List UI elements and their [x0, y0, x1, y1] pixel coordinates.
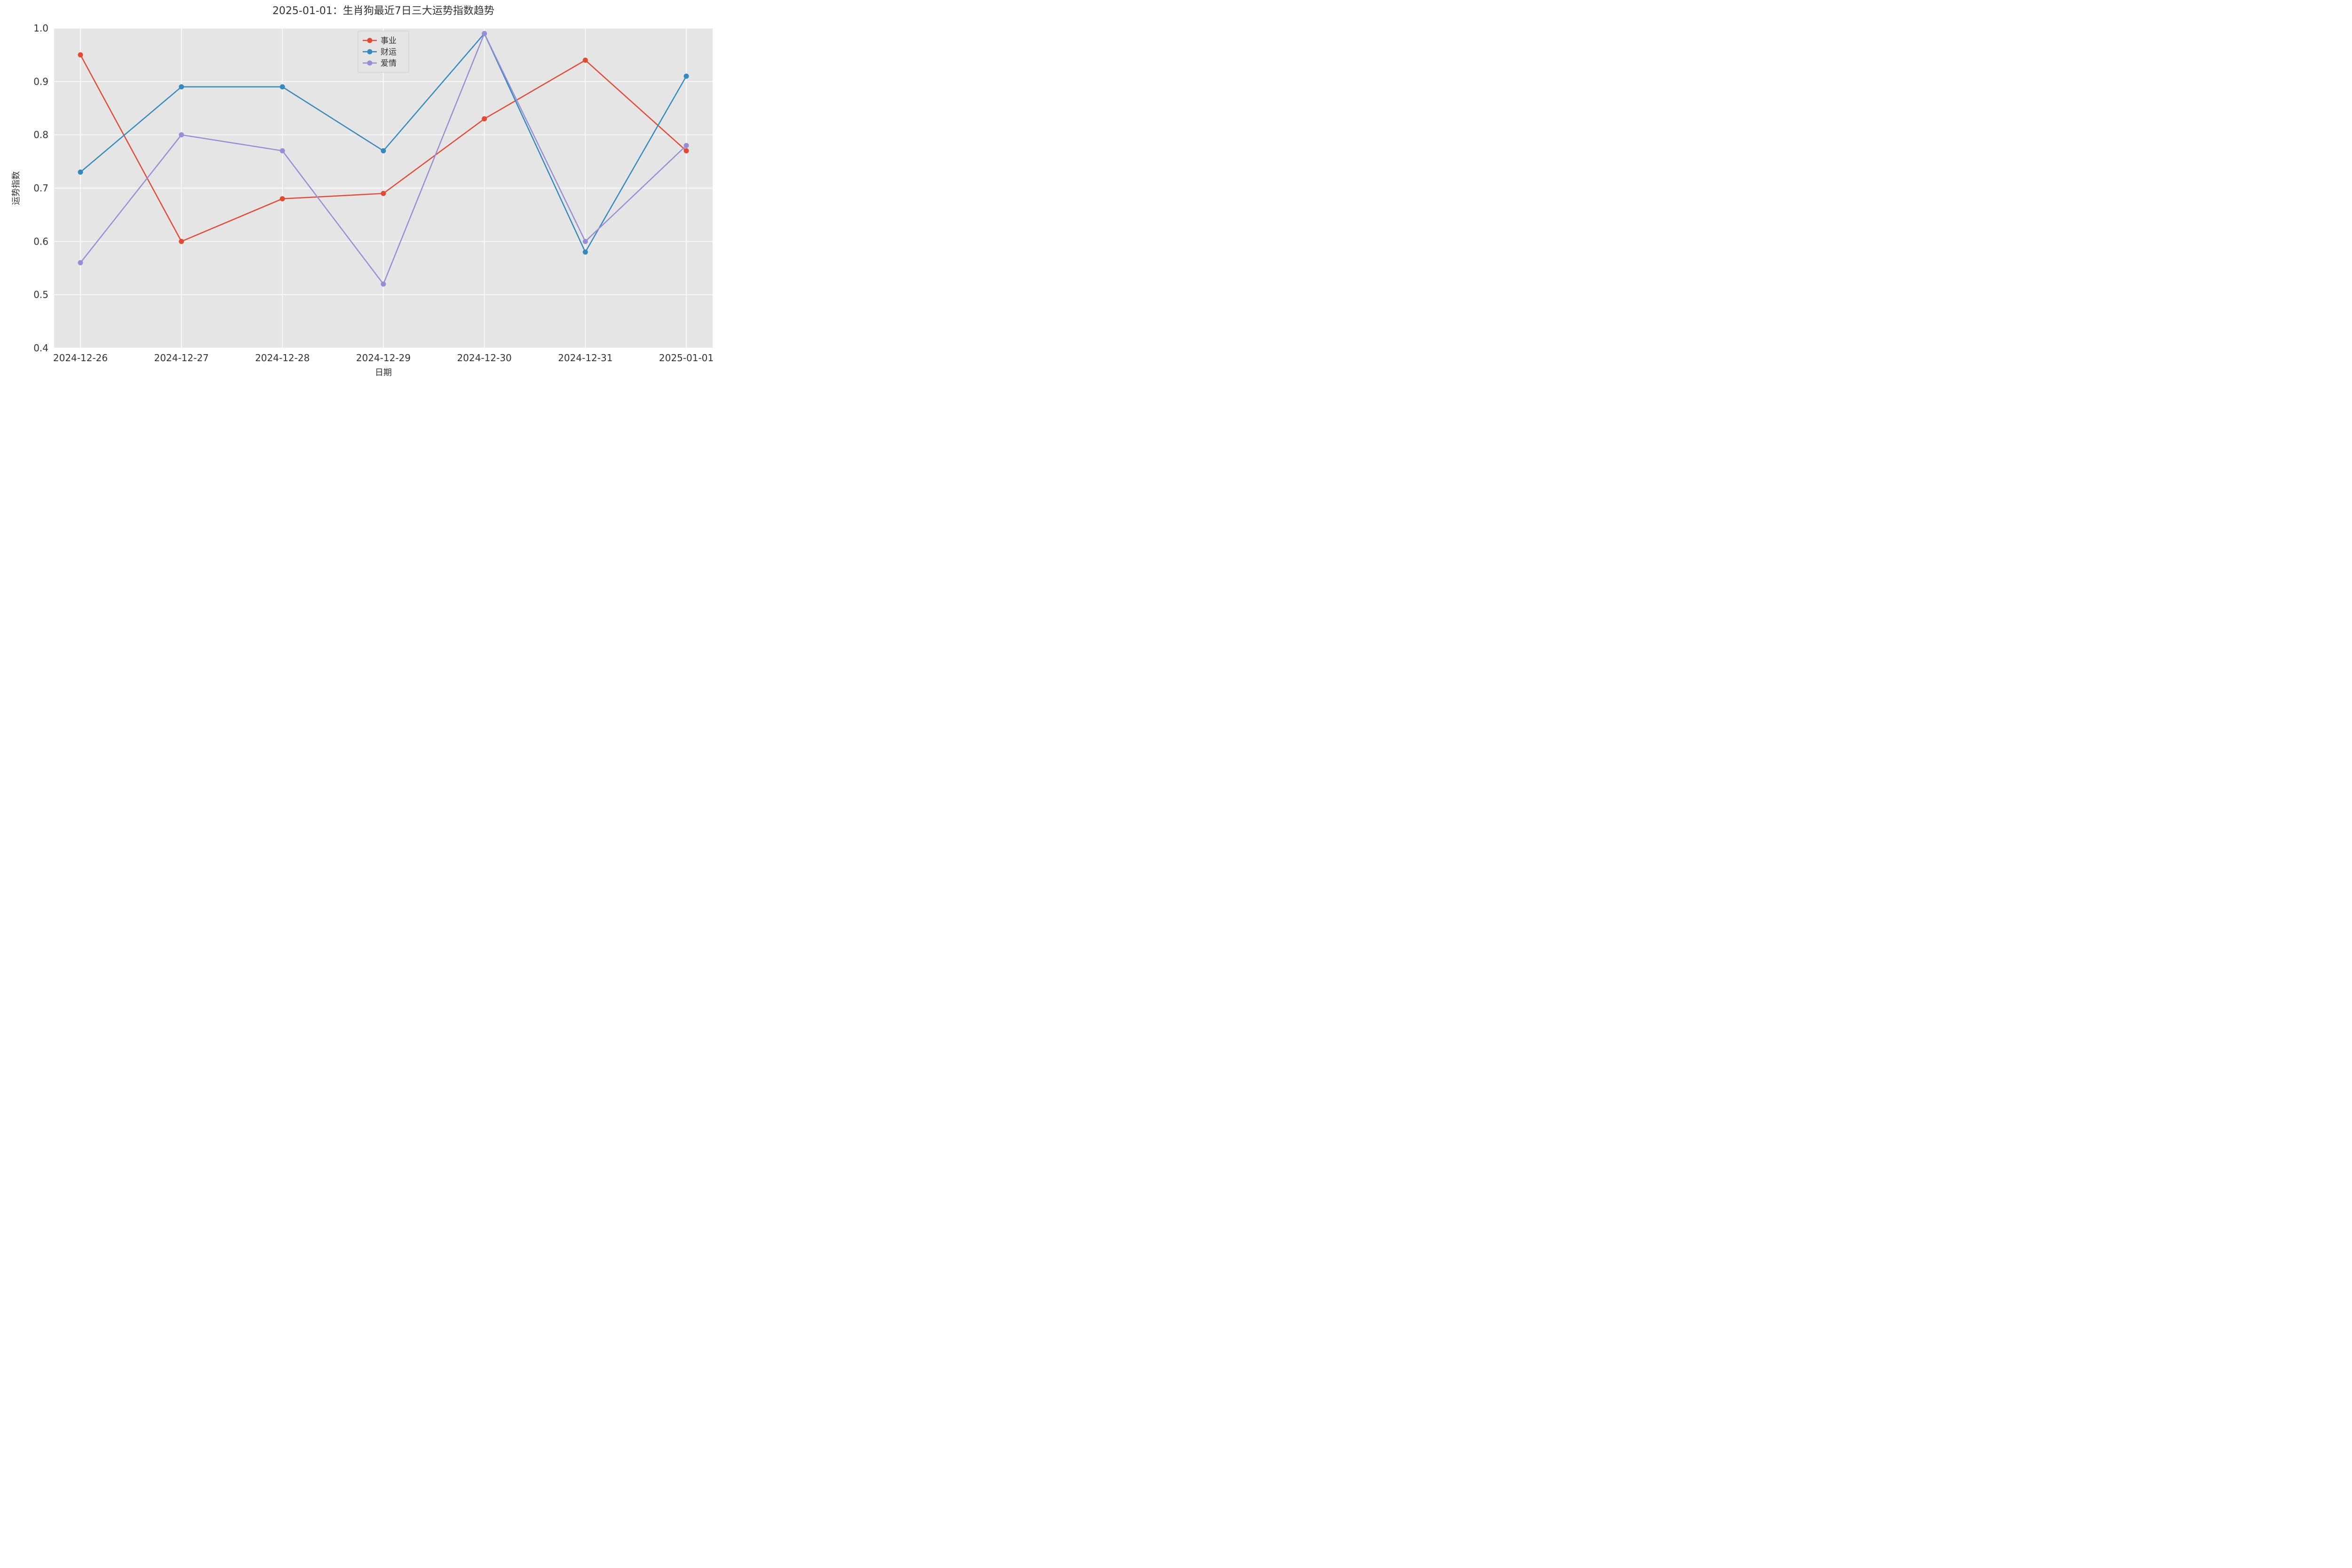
- series-marker-0: [583, 58, 588, 63]
- x-axis-label: 日期: [375, 368, 392, 378]
- y-axis-label: 运势指数: [11, 171, 21, 205]
- series-marker-1: [280, 84, 285, 89]
- series-marker-0: [78, 52, 83, 57]
- series-marker-0: [381, 191, 386, 196]
- y-tick-label: 0.7: [33, 182, 48, 194]
- chart-svg: 2025-01-01：生肖狗最近7日三大运势指数趋势 0.4 0.5 0.6 0.7 0.…: [0, 0, 728, 392]
- legend-label: 事业: [381, 36, 397, 46]
- series-marker-1: [381, 148, 386, 153]
- y-tick-label: 0.8: [33, 129, 48, 141]
- y-tick-label: 1.0: [33, 23, 48, 34]
- y-tick-label: 0.6: [33, 236, 48, 247]
- series-marker-1: [583, 250, 588, 255]
- x-tick-label: 2024-12-29: [356, 352, 411, 364]
- series-marker-2: [78, 260, 83, 265]
- x-tick-label: 2024-12-26: [53, 352, 108, 364]
- legend-label: 财运: [381, 48, 397, 57]
- series-marker-0: [684, 148, 689, 153]
- x-tick-label: 2024-12-28: [255, 352, 310, 364]
- x-tick-label: 2024-12-30: [457, 352, 512, 364]
- series-marker-2: [381, 282, 386, 287]
- series-marker-0: [482, 116, 487, 121]
- series-marker-2: [179, 132, 184, 137]
- y-tick-label: 0.5: [33, 289, 48, 301]
- series-marker-1: [684, 74, 689, 79]
- legend-label: 爱情: [381, 59, 397, 68]
- series-marker-2: [583, 239, 588, 244]
- series-marker-1: [78, 170, 83, 175]
- chart-title: 2025-01-01：生肖狗最近7日三大运势指数趋势: [272, 5, 494, 17]
- legend-sample-marker: [367, 49, 373, 55]
- fortune-chart: 2025-01-01：生肖狗最近7日三大运势指数趋势 0.4 0.5 0.6 0.7 0.…: [0, 0, 728, 392]
- legend-sample-marker: [367, 61, 373, 66]
- y-tick-label: 0.4: [33, 342, 48, 354]
- series-marker-2: [280, 148, 285, 153]
- x-tick-label: 2024-12-27: [154, 352, 209, 364]
- series-marker-1: [179, 84, 184, 89]
- y-tick-label: 0.9: [33, 76, 48, 87]
- series-marker-0: [280, 196, 285, 201]
- legend: 事业财运爱情: [358, 31, 409, 72]
- series-marker-0: [179, 239, 184, 244]
- legend-sample-marker: [367, 38, 373, 43]
- x-tick-label: 2025-01-01: [659, 352, 714, 364]
- series-marker-2: [482, 31, 487, 36]
- x-tick-label: 2024-12-31: [558, 352, 612, 364]
- series-marker-2: [684, 143, 689, 148]
